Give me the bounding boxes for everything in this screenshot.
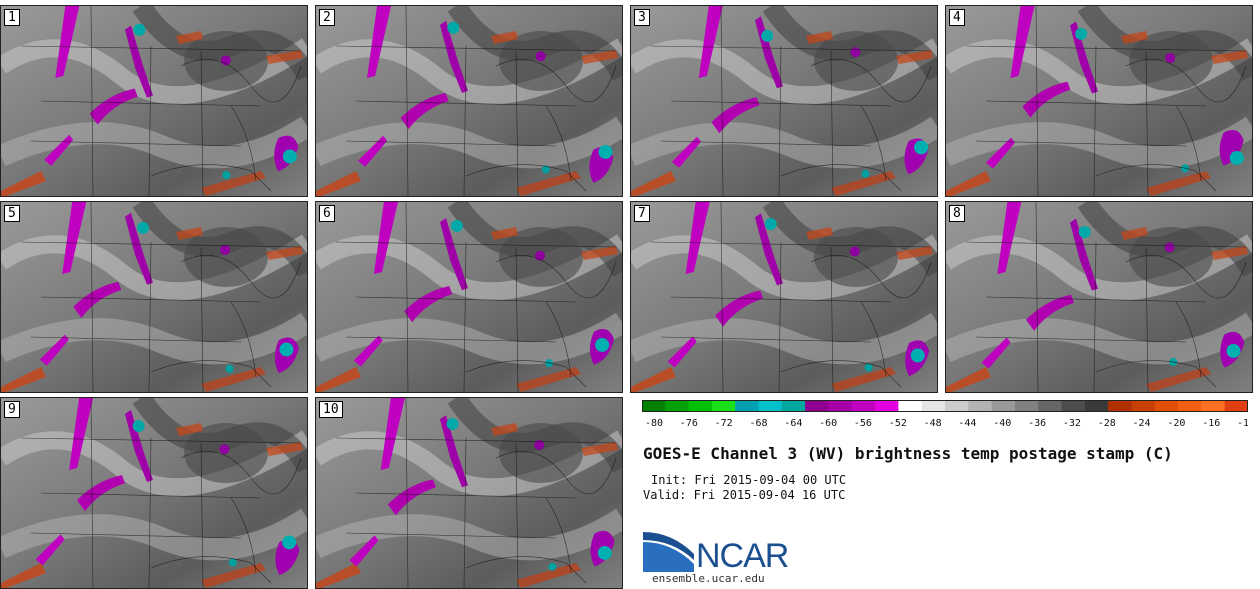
colorbar-bin bbox=[875, 400, 899, 412]
member-panel-7: 7 bbox=[630, 201, 938, 393]
figure-title: GOES-E Channel 3 (WV) brightness temp po… bbox=[643, 444, 1173, 463]
colorbar-bin bbox=[711, 400, 736, 412]
colorbar-bin bbox=[1061, 400, 1086, 412]
member-panel-2: 2 bbox=[315, 5, 623, 197]
colorbar-bin bbox=[945, 400, 969, 412]
colorbar-tick-label: -72 bbox=[715, 418, 733, 428]
website-url: ensemble.ucar.edu bbox=[652, 572, 765, 585]
member-number: 2 bbox=[319, 9, 335, 26]
member-panel-3: 3 bbox=[630, 5, 938, 197]
member-panel-6: 6 bbox=[315, 201, 623, 393]
colorbar: -80 -76 -72 -68 -64 -60 -56 -52 -48 -44 -40 -36 -32 -… bbox=[642, 400, 1248, 428]
colorbar-tick-label: -16 bbox=[1202, 418, 1220, 428]
member-panel-9: 9 bbox=[0, 397, 308, 589]
member-number: 7 bbox=[634, 205, 650, 222]
colorbar-bin bbox=[828, 400, 853, 412]
colorbar-bin bbox=[1154, 400, 1179, 412]
colorbar-bin bbox=[1224, 400, 1248, 412]
colorbar-tick-label: -12 bbox=[1237, 418, 1248, 428]
member-number: 3 bbox=[634, 9, 650, 26]
colorbar-bin bbox=[1084, 400, 1109, 412]
init-time: Init: Fri 2015-09-04 00 UTC bbox=[651, 473, 847, 487]
colorbar-tick-label: -40 bbox=[993, 418, 1011, 428]
colorbar-tick-label: -56 bbox=[854, 418, 872, 428]
member-number: 4 bbox=[949, 9, 965, 26]
colorbar-tick-label: -60 bbox=[819, 418, 837, 428]
colorbar-tick-label: -36 bbox=[1028, 418, 1046, 428]
colorbar-tick-label: -64 bbox=[784, 418, 802, 428]
colorbar-bin bbox=[1178, 400, 1202, 412]
colorbar-tick-label: -32 bbox=[1063, 418, 1081, 428]
colorbar-bin bbox=[1038, 400, 1062, 412]
colorbar-bin bbox=[921, 400, 946, 412]
colorbar-tick-label: -68 bbox=[750, 418, 768, 428]
colorbar-tick-label: -48 bbox=[924, 418, 942, 428]
colorbar-bin bbox=[898, 400, 923, 412]
member-panel-10: 10 bbox=[315, 397, 623, 589]
colorbar-bin bbox=[665, 400, 690, 412]
member-number: 5 bbox=[4, 205, 20, 222]
colorbar-bin bbox=[758, 400, 783, 412]
colorbar-bin bbox=[1201, 400, 1226, 412]
colorbar-bin bbox=[1131, 400, 1156, 412]
colorbar-border bbox=[642, 400, 1248, 412]
member-number: 1 bbox=[4, 9, 20, 26]
colorbar-bin bbox=[851, 400, 876, 412]
colorbar-tick-label: -44 bbox=[958, 418, 976, 428]
member-number: 8 bbox=[949, 205, 965, 222]
colorbar-tick-label: -24 bbox=[1133, 418, 1151, 428]
colorbar-tick-label: -28 bbox=[1098, 418, 1116, 428]
member-number: 6 bbox=[319, 205, 335, 222]
colorbar-bin bbox=[688, 400, 713, 412]
colorbar-bin bbox=[991, 400, 1016, 412]
colorbar-tick-label: -80 bbox=[645, 418, 663, 428]
member-panel-8: 8 bbox=[945, 201, 1253, 393]
colorbar-bin bbox=[1108, 400, 1132, 412]
colorbar-tick-label: -76 bbox=[680, 418, 698, 428]
valid-time: Valid: Fri 2015-09-04 16 UTC bbox=[643, 488, 846, 502]
colorbar-bin bbox=[781, 400, 806, 412]
colorbar-bin bbox=[735, 400, 759, 412]
member-panel-4: 4 bbox=[945, 5, 1253, 197]
ncar-logo-text: NCAR bbox=[696, 537, 789, 575]
member-number: 10 bbox=[319, 401, 343, 418]
member-panel-5: 5 bbox=[0, 201, 308, 393]
member-number: 9 bbox=[4, 401, 20, 418]
member-panel-1: 1 bbox=[0, 5, 308, 197]
colorbar-bin bbox=[642, 400, 666, 412]
colorbar-bin bbox=[1014, 400, 1039, 412]
colorbar-tick-label: -20 bbox=[1167, 418, 1185, 428]
colorbar-tick-label: -52 bbox=[889, 418, 907, 428]
colorbar-bin bbox=[805, 400, 829, 412]
ncar-logo-icon bbox=[643, 532, 694, 572]
colorbar-bin bbox=[968, 400, 993, 412]
